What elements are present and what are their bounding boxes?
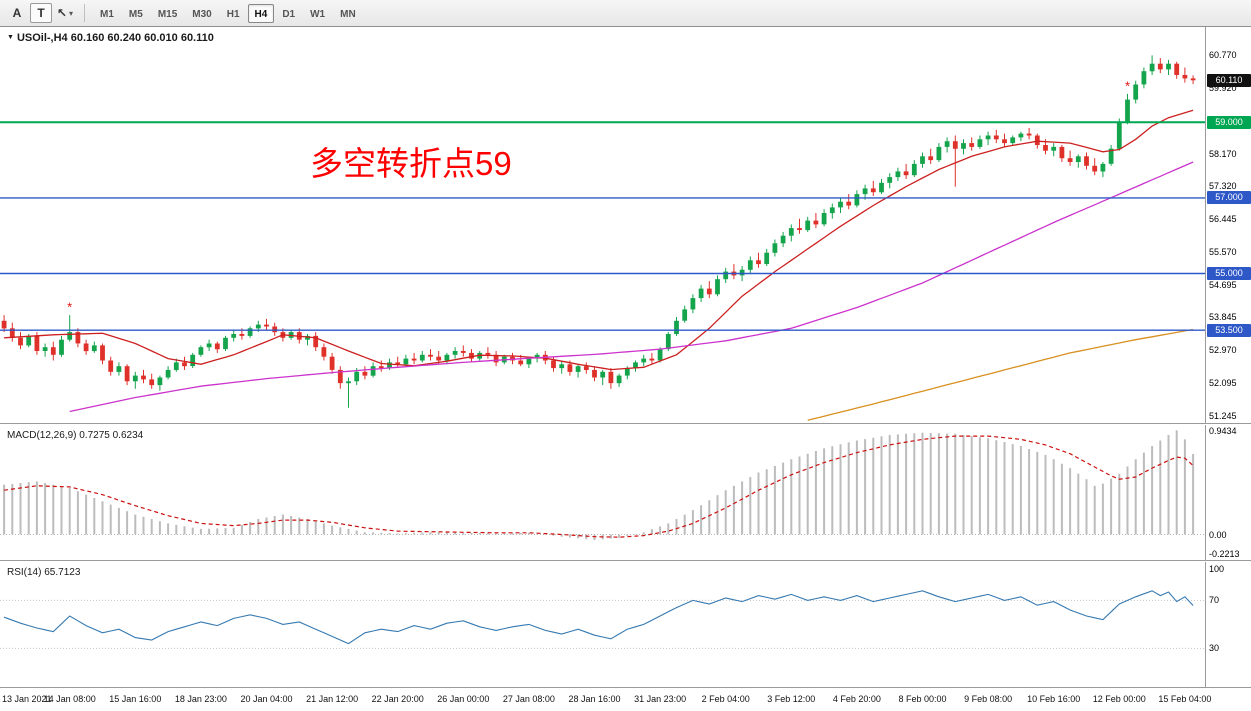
timeframe-m30-button[interactable]: M30 — [192, 8, 212, 20]
timeframe-group: M1 M5 M15 M30 H1 H4 D1 W1 MN — [93, 3, 364, 23]
price-tick: 60.770 — [1209, 50, 1237, 61]
time-label: 8 Feb 00:00 — [898, 694, 947, 704]
rsi-tick: 100 — [1209, 564, 1225, 574]
rsi-tick: 30 — [1209, 643, 1220, 654]
price-tick: 59.920 — [1209, 82, 1237, 93]
price-level-badge: 59.000 — [1207, 115, 1251, 129]
time-label: 26 Jan 00:00 — [437, 694, 490, 704]
time-label: 22 Jan 20:00 — [371, 694, 424, 704]
time-label: 27 Jan 08:00 — [502, 694, 555, 704]
svg-text:*: * — [67, 300, 72, 315]
toolbar: A T ↖ ▾ M1 M5 M15 M30 H1 H4 D1 W1 MN — [0, 0, 1251, 27]
price-level-badge: 57.000 — [1207, 191, 1251, 205]
text-tool-button[interactable]: T — [30, 3, 52, 23]
rsi-panel: RSI(14) 65.7123 100 70 30 — [0, 562, 1251, 688]
price-tick: 51.245 — [1209, 410, 1237, 421]
timeframe-mn-button[interactable]: MN — [340, 8, 356, 20]
time-label: 10 Feb 16:00 — [1027, 694, 1081, 704]
time-label: 21 Jan 12:00 — [306, 694, 359, 704]
pointer-tool-button[interactable]: ↖ ▾ — [54, 3, 76, 23]
price-level-badge: 53.500 — [1207, 323, 1251, 337]
macd-tick: 0.00 — [1209, 529, 1227, 540]
price-tick: 55.570 — [1209, 247, 1237, 257]
rsi-label: RSI(14) 65.7123 — [7, 567, 80, 578]
turning-point-annotation[interactable]: 多空转折点59 — [310, 145, 512, 182]
time-label: 18 Jan 23:00 — [174, 694, 227, 704]
macd-tick: -0.2213 — [1209, 549, 1240, 559]
time-label: 12 Feb 00:00 — [1092, 694, 1146, 704]
price-level-badge: 55.000 — [1207, 267, 1251, 280]
time-label: 31 Jan 23:00 — [634, 694, 687, 704]
chart-area: * * ▼ USOil-,H4 60.160 60.240 60.010 60.11… — [0, 27, 1251, 711]
price-tick: 53.845 — [1209, 312, 1237, 323]
chart-title-icon: ▼ — [7, 34, 14, 41]
price-tick: 56.445 — [1209, 213, 1237, 224]
macd-axis[interactable]: 0.9434 0.00 -0.2213 — [1205, 425, 1251, 560]
timeframe-m1-button[interactable]: M1 — [100, 8, 114, 20]
current-price-badge: 60.110 — [1207, 73, 1251, 87]
time-label: 14 Jan 08:00 — [43, 694, 96, 704]
timeframe-m15-button[interactable]: M15 — [157, 8, 178, 20]
time-label: 28 Jan 16:00 — [568, 694, 621, 704]
rsi-value: 65.7123 — [44, 567, 81, 578]
macd-panel: MACD(12,26,9) 0.7275 0.6234 0.9434 0.00 -0… — [0, 425, 1251, 561]
price-tick: 58.170 — [1209, 148, 1237, 159]
macd-tick: 0.9434 — [1209, 426, 1237, 436]
chart-title-text: USOil-,H4 60.160 60.240 60.010 60.110 — [16, 32, 214, 44]
time-label: 3 Feb 12:00 — [767, 694, 816, 704]
price-tick: 57.320 — [1209, 180, 1237, 191]
time-label: 20 Jan 04:00 — [240, 694, 293, 704]
time-label: 15 Jan 16:00 — [109, 694, 162, 704]
toolbar-separator — [84, 4, 85, 22]
rsi-tick: 70 — [1209, 595, 1220, 606]
time-label: 4 Feb 20:00 — [832, 694, 881, 704]
time-label: 2 Feb 04:00 — [701, 694, 750, 704]
macd-values: 0.7275 0.6234 — [79, 430, 144, 441]
macd-canvas[interactable] — [0, 425, 1205, 561]
timeframe-d1-button[interactable]: D1 — [282, 8, 296, 20]
timeframe-h1-button[interactable]: H1 — [226, 8, 240, 20]
svg-text:*: * — [1125, 78, 1130, 93]
price-axis[interactable]: 60.770 59.920 58.170 57.320 56.445 55.570 54.6… — [1205, 27, 1251, 423]
macd-label: MACD(12,26,9) 0.7275 0.6234 — [7, 430, 143, 441]
time-axis[interactable]: 13 Jan 2021 14 Jan 08:00 15 Jan 16:00 18 Ja… — [0, 689, 1251, 711]
a-tool-button[interactable]: A — [12, 6, 22, 20]
rsi-axis[interactable]: 100 70 30 — [1205, 562, 1251, 687]
rsi-name: RSI(14) — [7, 567, 42, 578]
time-label: 9 Feb 08:00 — [964, 694, 1013, 704]
main-chart-canvas[interactable]: ** — [0, 27, 1205, 424]
price-tick: 52.095 — [1209, 378, 1237, 389]
chevron-down-icon: ▾ — [69, 8, 74, 18]
timeframe-m5-button[interactable]: M5 — [128, 8, 143, 20]
timeframe-w1-button[interactable]: W1 — [310, 8, 326, 20]
time-label: 15 Feb 04:00 — [1158, 694, 1212, 704]
price-tick: 52.970 — [1209, 345, 1237, 356]
chart-title: ▼ USOil-,H4 60.160 60.240 60.010 60.110 — [7, 32, 214, 44]
timeframe-h4-button[interactable]: H4 — [247, 3, 275, 23]
time-label: 13 Jan 2021 — [2, 694, 52, 704]
price-tick: 54.695 — [1209, 280, 1237, 291]
main-chart-panel: * * ▼ USOil-,H4 60.160 60.240 60.010 60.11… — [0, 27, 1251, 424]
pointer-icon: ↖ — [56, 6, 68, 20]
rsi-canvas[interactable] — [0, 562, 1205, 688]
macd-name: MACD(12,26,9) — [7, 430, 77, 441]
